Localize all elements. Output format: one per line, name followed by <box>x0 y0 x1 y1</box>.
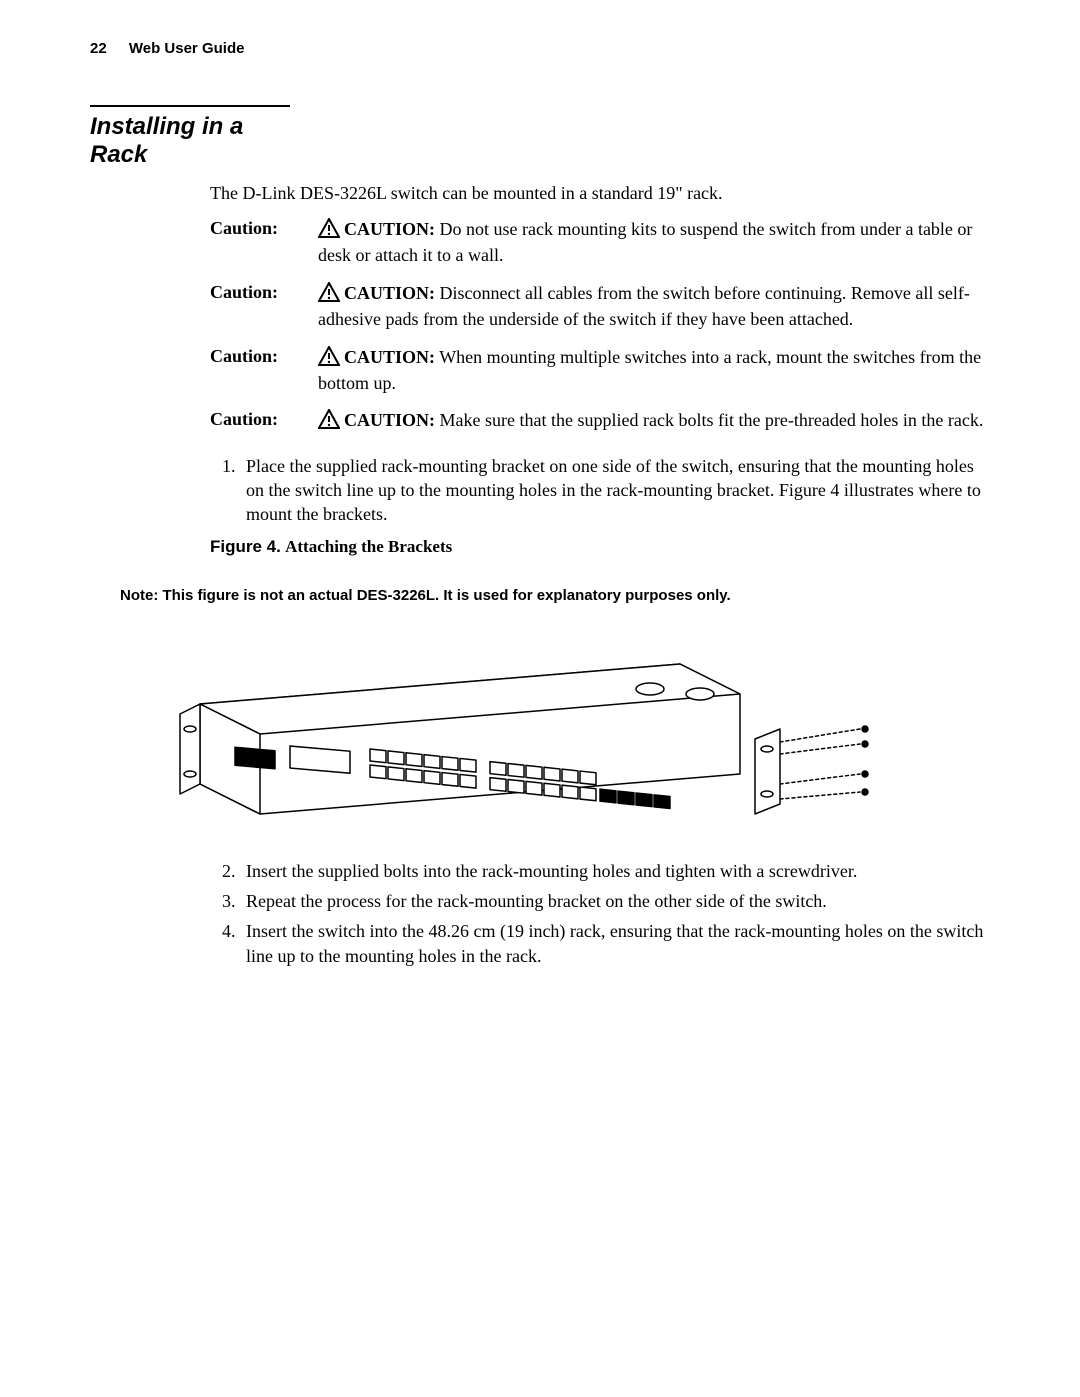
caution-strong: CAUTION: <box>344 347 435 367</box>
caution-label: Caution: <box>210 409 318 430</box>
caution-label: Caution: <box>210 346 318 367</box>
intro-paragraph: The D-Link DES-3226L switch can be mount… <box>210 183 990 204</box>
caution-strong: CAUTION: <box>344 219 435 239</box>
warning-icon <box>318 409 340 435</box>
figure-caption: Figure 4. Attaching the Brackets <box>210 537 990 557</box>
caution-body: CAUTION: Make sure that the supplied rac… <box>318 409 990 435</box>
warning-icon <box>318 346 340 372</box>
caution-label: Caution: <box>210 218 318 239</box>
caution-strong: CAUTION: <box>344 410 435 430</box>
figure-image <box>140 634 990 839</box>
caution-body: CAUTION: Disconnect all cables from the … <box>318 282 990 332</box>
running-title: Web User Guide <box>129 40 245 57</box>
step-item: Repeat the process for the rack-mounting… <box>240 889 990 913</box>
caution-strong: CAUTION: <box>344 283 435 303</box>
steps-list-a: Place the supplied rack-mounting bracket… <box>90 454 990 527</box>
page-number: 22 <box>90 40 107 57</box>
caution-label: Caution: <box>210 282 318 303</box>
caution-item: Caution: CAUTION: When mounting multiple… <box>210 346 990 396</box>
step-item: Insert the supplied bolts into the rack-… <box>240 859 990 883</box>
page: 22 Web User Guide Installing in a Rack T… <box>0 0 1080 1018</box>
caution-item: Caution: CAUTION: Disconnect all cables … <box>210 282 990 332</box>
caution-item: Caution: CAUTION: Make sure that the sup… <box>210 409 990 435</box>
warning-icon <box>318 282 340 308</box>
caution-body: CAUTION: Do not use rack mounting kits t… <box>318 218 990 268</box>
caution-item: Caution: CAUTION: Do not use rack mounti… <box>210 218 990 268</box>
figure-note: Note: This figure is not an actual DES-3… <box>120 587 990 604</box>
step-item: Place the supplied rack-mounting bracket… <box>240 454 990 527</box>
warning-icon <box>318 218 340 244</box>
steps-list-b: Insert the supplied bolts into the rack-… <box>90 859 990 968</box>
step-item: Insert the switch into the 48.26 cm (19 … <box>240 919 990 968</box>
caution-body: CAUTION: When mounting multiple switches… <box>318 346 990 396</box>
section-title: Installing in a Rack <box>90 105 290 169</box>
page-header: 22 Web User Guide <box>90 40 990 57</box>
figure-title: Attaching the Brackets <box>285 537 452 556</box>
figure-label: Figure 4. <box>210 537 281 556</box>
caution-text: Make sure that the supplied rack bolts f… <box>435 410 983 430</box>
